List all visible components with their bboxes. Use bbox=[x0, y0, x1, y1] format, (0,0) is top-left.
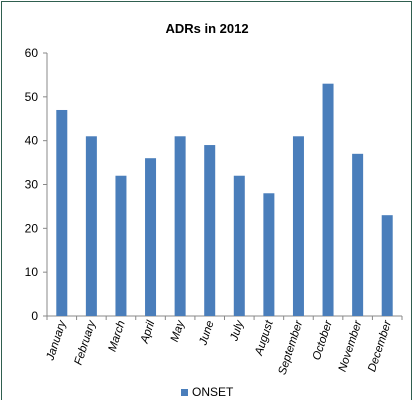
y-tick-label: 20 bbox=[25, 221, 39, 235]
y-axis-ticks: 0 10 20 30 40 50 60 bbox=[25, 46, 47, 323]
bar-january bbox=[56, 109, 68, 316]
bar-november bbox=[352, 153, 364, 316]
bar-february bbox=[85, 136, 97, 316]
x-category-label: July bbox=[228, 318, 246, 343]
x-category-label: August bbox=[253, 318, 276, 357]
x-axis-labels: January February March April May June July Augu… bbox=[44, 318, 394, 376]
x-category-label: February bbox=[73, 318, 99, 367]
legend-label: ONSET bbox=[192, 385, 234, 399]
bar-december bbox=[381, 215, 393, 316]
bar-july bbox=[233, 175, 245, 316]
x-axis-ticks bbox=[46, 316, 403, 320]
y-tick-label: 10 bbox=[25, 265, 39, 279]
x-category-label: May bbox=[169, 318, 188, 344]
chart-title: ADRs in 2012 bbox=[165, 21, 248, 36]
bar-august bbox=[263, 193, 275, 316]
x-category-label: December bbox=[366, 318, 394, 373]
bar-march bbox=[115, 175, 127, 316]
x-category-label: January bbox=[44, 318, 69, 363]
bar-june bbox=[204, 145, 216, 316]
x-category-label: April bbox=[139, 319, 158, 346]
x-category-label: June bbox=[197, 319, 216, 347]
legend: ONSET bbox=[181, 385, 234, 399]
x-category-label: September bbox=[277, 318, 306, 376]
y-tick-label: 60 bbox=[25, 46, 39, 60]
y-tick-label: 50 bbox=[25, 90, 39, 104]
x-category-label: October bbox=[311, 318, 335, 362]
bar-october bbox=[322, 83, 334, 316]
bar-september bbox=[292, 136, 304, 316]
x-category-label: March bbox=[107, 319, 128, 353]
bar-may bbox=[174, 136, 186, 316]
y-tick-label: 40 bbox=[25, 134, 39, 148]
bar-april bbox=[145, 158, 157, 316]
y-tick-label: 30 bbox=[25, 178, 39, 192]
bars-group bbox=[56, 83, 393, 316]
legend-swatch bbox=[181, 389, 188, 396]
y-tick-label: 0 bbox=[31, 309, 38, 323]
x-category-label: November bbox=[337, 318, 365, 373]
